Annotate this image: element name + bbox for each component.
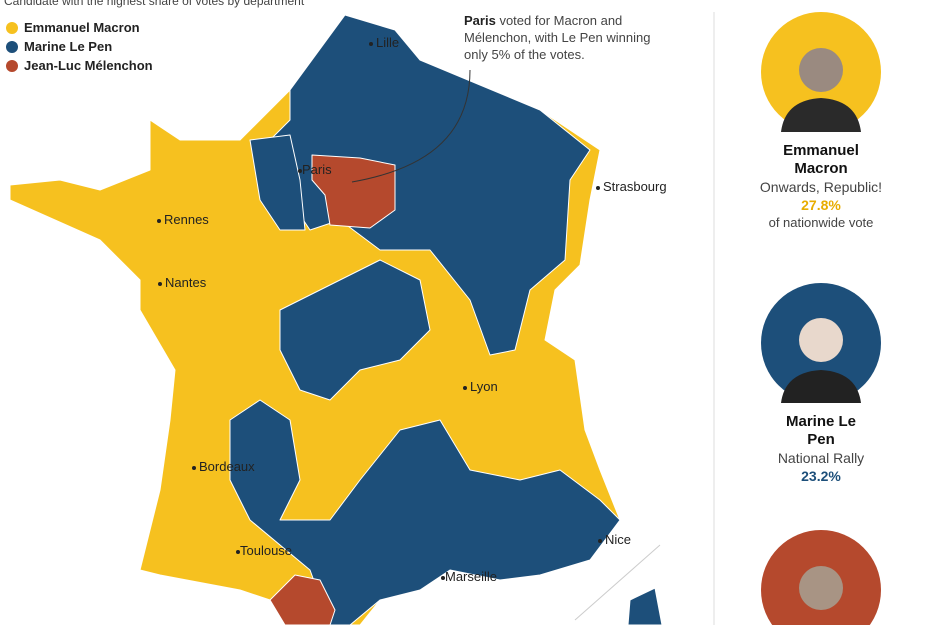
region-lepen bbox=[279, 259, 431, 401]
legend-swatch bbox=[6, 21, 18, 34]
city-dot bbox=[192, 466, 196, 470]
photo-body bbox=[781, 98, 861, 132]
city-label: Nice bbox=[605, 532, 632, 547]
city-dot bbox=[463, 386, 467, 390]
candidate-note: of nationwide vote bbox=[768, 215, 874, 230]
city-label: Bordeaux bbox=[199, 459, 255, 474]
region-lepen bbox=[249, 134, 306, 231]
city-dot bbox=[298, 169, 302, 173]
annotation-text: voted for Macron and Mélenchon, with Le … bbox=[464, 13, 651, 62]
candidate-name: Emmanuel Macron bbox=[783, 142, 859, 177]
city-dot bbox=[598, 539, 602, 543]
city-dot bbox=[158, 282, 162, 286]
candidate-party: Onwards, Republic! bbox=[759, 179, 883, 195]
city-label: Toulouse bbox=[240, 543, 293, 558]
legend-swatch bbox=[6, 40, 18, 53]
candidate: Marine Le Pen National Rally 23.2% bbox=[740, 413, 902, 485]
legend-item: Marine Le Pen bbox=[6, 39, 153, 54]
city-dot bbox=[236, 550, 240, 554]
legend: Emmanuel Macron Marine Le Pen Jean-Luc Mél… bbox=[6, 20, 153, 77]
candidate: Emmanuel Macron Onwards, Republic! 27.8%… bbox=[740, 142, 902, 232]
legend-swatch bbox=[6, 59, 18, 72]
leader-line bbox=[351, 69, 471, 183]
photo-face bbox=[799, 318, 843, 362]
city-dot bbox=[441, 576, 445, 580]
photo-face bbox=[799, 48, 843, 92]
city-label: Lille bbox=[376, 35, 400, 50]
annotation: Paris voted for Macron and Mélenchon, wi… bbox=[464, 12, 664, 63]
region-melenchon bbox=[269, 574, 336, 625]
city-label: Marseille bbox=[445, 569, 498, 584]
photo-face bbox=[799, 566, 843, 610]
candidate-party: National Rally bbox=[777, 450, 865, 466]
city-dot bbox=[157, 219, 161, 223]
legend-item: Jean-Luc Mélenchon bbox=[6, 58, 153, 73]
candidate-share: 23.2% bbox=[801, 468, 841, 484]
candidate-share: 27.8% bbox=[801, 197, 841, 213]
city-label: Paris bbox=[302, 162, 332, 177]
candidate-name: Marine Le Pen bbox=[785, 413, 857, 448]
city-label: Lyon bbox=[470, 379, 498, 394]
region-lepen bbox=[229, 399, 621, 625]
annotation-bold: Paris bbox=[464, 13, 496, 28]
city-dot bbox=[369, 42, 373, 46]
region-melenchon bbox=[311, 154, 396, 229]
legend-label: Emmanuel Macron bbox=[24, 20, 140, 35]
legend-label: Jean-Luc Mélenchon bbox=[24, 58, 153, 73]
city-dot bbox=[596, 186, 600, 190]
legend-label: Marine Le Pen bbox=[24, 39, 113, 54]
city-label: Strasbourg bbox=[603, 179, 667, 194]
photo-body bbox=[781, 370, 861, 403]
region-lepen bbox=[627, 587, 663, 625]
inset-line bbox=[574, 544, 661, 621]
city-label: Nantes bbox=[165, 275, 207, 290]
city-label: Rennes bbox=[164, 212, 209, 227]
legend-item: Emmanuel Macron bbox=[6, 20, 153, 35]
subtitle: Candidate with the highest share of vote… bbox=[4, 0, 305, 8]
